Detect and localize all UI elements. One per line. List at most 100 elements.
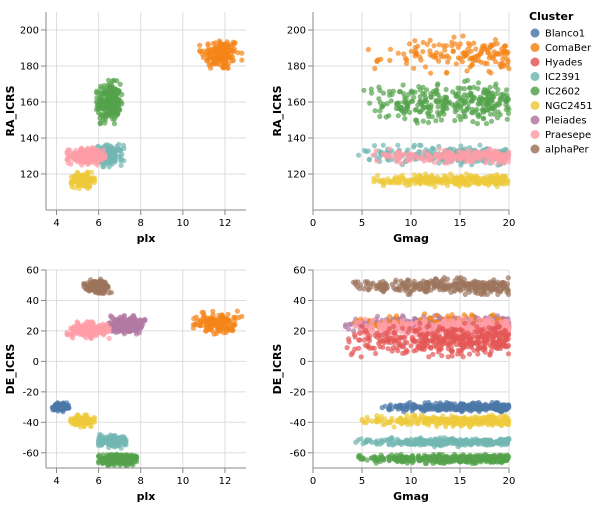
data-point-praesepe bbox=[353, 324, 358, 329]
data-point-ic2602 bbox=[107, 109, 112, 114]
data-point-ic2391 bbox=[417, 143, 422, 148]
data-point-ic2602 bbox=[488, 112, 493, 117]
data-point-comaber bbox=[407, 41, 412, 46]
data-point-alphaper bbox=[100, 284, 105, 289]
data-point-comaber bbox=[388, 47, 393, 52]
data-point-ic2602 bbox=[452, 118, 457, 123]
data-point-praesepe bbox=[72, 157, 77, 162]
data-point-alphaper bbox=[358, 282, 363, 287]
data-point-ic2602 bbox=[436, 104, 441, 109]
y-tick-label: 20 bbox=[26, 326, 39, 337]
data-point-alphaper bbox=[506, 292, 511, 297]
data-point-ngc2451 bbox=[393, 180, 398, 185]
data-point-ngc2451 bbox=[432, 184, 437, 189]
data-point-comaber bbox=[420, 49, 425, 54]
data-point-ngc2451 bbox=[86, 177, 91, 182]
data-point-ic2602 bbox=[386, 113, 391, 118]
data-point-comaber bbox=[463, 52, 468, 57]
y-tick-label: -60 bbox=[23, 448, 39, 459]
y-tick-label: 200 bbox=[20, 26, 39, 37]
data-point-comaber bbox=[445, 59, 450, 64]
data-point-ic2602 bbox=[102, 103, 107, 108]
data-point-praesepe bbox=[393, 152, 398, 157]
data-point-ic2602 bbox=[378, 100, 383, 105]
data-point-comaber bbox=[215, 61, 220, 66]
data-point-comaber bbox=[201, 310, 206, 315]
data-point-praesepe bbox=[99, 328, 104, 333]
data-point-ic2391 bbox=[121, 146, 126, 151]
data-point-ic2602 bbox=[476, 80, 481, 85]
data-point-comaber bbox=[198, 49, 203, 54]
data-point-ngc2451 bbox=[92, 419, 97, 424]
y-tick-label: 180 bbox=[20, 62, 39, 73]
data-point-ic2602 bbox=[96, 454, 101, 459]
data-point-praesepe bbox=[70, 335, 75, 340]
data-point-ic2602 bbox=[377, 114, 382, 119]
data-point-comaber bbox=[210, 50, 215, 55]
data-point-ic2602 bbox=[97, 102, 102, 107]
data-point-ic2602 bbox=[114, 113, 119, 118]
data-point-ic2602 bbox=[465, 93, 470, 98]
data-point-comaber bbox=[491, 312, 496, 317]
y-tick-label: 160 bbox=[20, 98, 39, 109]
data-point-comaber bbox=[486, 69, 491, 74]
data-point-ngc2451 bbox=[422, 180, 427, 185]
data-point-ic2391 bbox=[119, 157, 124, 162]
data-point-comaber bbox=[433, 53, 438, 58]
data-point-comaber bbox=[198, 323, 203, 328]
x-tick-label: 8 bbox=[138, 476, 144, 487]
x-tick-label: 6 bbox=[95, 218, 101, 229]
data-point-comaber bbox=[217, 325, 222, 330]
data-point-comaber bbox=[224, 51, 229, 56]
data-point-comaber bbox=[478, 51, 483, 56]
data-point-ic2602 bbox=[455, 100, 460, 105]
data-point-comaber bbox=[239, 51, 244, 56]
data-point-comaber bbox=[210, 309, 215, 314]
data-point-praesepe bbox=[429, 155, 434, 160]
data-point-ic2602 bbox=[119, 92, 124, 97]
data-point-ic2602 bbox=[462, 86, 467, 91]
data-point-ic2391 bbox=[372, 143, 377, 148]
y-tick-label: 180 bbox=[287, 62, 306, 73]
data-point-praesepe bbox=[370, 317, 375, 322]
data-point-ic2602 bbox=[493, 81, 498, 86]
data-point-ic2602 bbox=[117, 107, 122, 112]
data-point-ngc2451 bbox=[86, 418, 91, 423]
data-point-ic2602 bbox=[444, 87, 449, 92]
data-point-comaber bbox=[485, 61, 490, 66]
data-point-alphaper bbox=[461, 282, 466, 287]
data-point-ngc2451 bbox=[69, 181, 74, 186]
data-point-comaber bbox=[191, 322, 196, 327]
data-point-comaber bbox=[211, 331, 216, 336]
data-point-comaber bbox=[488, 53, 493, 58]
data-point-hyades bbox=[347, 339, 352, 344]
data-point-alphaper bbox=[366, 287, 371, 292]
data-point-praesepe bbox=[370, 153, 375, 158]
data-point-comaber bbox=[456, 55, 461, 60]
data-point-comaber bbox=[428, 71, 433, 76]
data-point-praesepe bbox=[410, 153, 415, 158]
data-point-comaber bbox=[366, 47, 371, 52]
data-point-ic2391 bbox=[109, 162, 114, 167]
data-point-comaber bbox=[232, 41, 237, 46]
data-point-ngc2451 bbox=[382, 178, 387, 183]
data-point-ngc2451 bbox=[381, 183, 386, 188]
data-point-hyades bbox=[426, 354, 431, 359]
data-point-comaber bbox=[460, 33, 465, 38]
data-point-praesepe bbox=[81, 160, 86, 165]
data-point-comaber bbox=[412, 38, 417, 43]
data-point-ic2602 bbox=[401, 82, 406, 87]
data-point-comaber bbox=[476, 58, 481, 63]
data-point-comaber bbox=[442, 48, 447, 53]
data-point-ic2602 bbox=[475, 86, 480, 91]
data-point-alphaper bbox=[81, 282, 86, 287]
data-point-alphaper bbox=[417, 287, 422, 292]
data-point-praesepe bbox=[107, 336, 112, 341]
data-point-praesepe bbox=[65, 330, 70, 335]
data-point-comaber bbox=[444, 70, 449, 75]
data-point-alphaper bbox=[409, 288, 414, 293]
x-tick-label: 8 bbox=[138, 218, 144, 229]
data-point-praesepe bbox=[72, 329, 77, 334]
